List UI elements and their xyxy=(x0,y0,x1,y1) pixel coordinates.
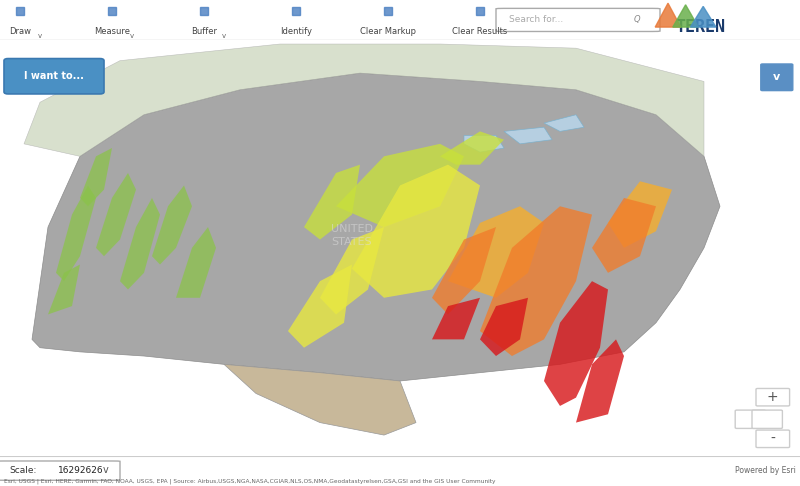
Text: Measure: Measure xyxy=(94,27,130,35)
Polygon shape xyxy=(464,136,504,152)
Text: Clear Results: Clear Results xyxy=(452,27,508,35)
Polygon shape xyxy=(504,127,552,144)
Text: v: v xyxy=(773,72,781,82)
Polygon shape xyxy=(320,227,384,314)
FancyBboxPatch shape xyxy=(752,410,782,429)
Text: Buffer: Buffer xyxy=(191,27,217,35)
Text: +: + xyxy=(767,390,778,404)
Polygon shape xyxy=(544,281,608,406)
Polygon shape xyxy=(32,73,720,381)
Text: Esri, USGS | Esri, HERE, Garmin, FAO, NOAA, USGS, EPA | Source: Airbus,USGS,NGA,: Esri, USGS | Esri, HERE, Garmin, FAO, NO… xyxy=(4,479,495,484)
Text: v: v xyxy=(38,33,42,39)
Polygon shape xyxy=(592,198,656,273)
Text: TEREN: TEREN xyxy=(675,18,725,36)
Text: 16292626: 16292626 xyxy=(58,466,103,475)
Polygon shape xyxy=(440,131,504,165)
Text: v: v xyxy=(222,33,226,39)
Polygon shape xyxy=(96,173,136,256)
FancyBboxPatch shape xyxy=(4,59,104,94)
Text: UNITED
STATES: UNITED STATES xyxy=(331,224,373,247)
FancyBboxPatch shape xyxy=(735,410,766,429)
Polygon shape xyxy=(56,186,96,281)
Polygon shape xyxy=(224,364,416,435)
Polygon shape xyxy=(176,227,216,298)
Polygon shape xyxy=(288,264,352,347)
Text: I want to...: I want to... xyxy=(24,71,84,82)
Polygon shape xyxy=(448,206,544,298)
Text: Q: Q xyxy=(634,16,640,24)
FancyBboxPatch shape xyxy=(761,64,793,90)
FancyBboxPatch shape xyxy=(496,8,660,32)
Polygon shape xyxy=(480,298,528,356)
Polygon shape xyxy=(48,264,80,314)
Polygon shape xyxy=(608,181,672,248)
Text: Scale:: Scale: xyxy=(10,466,37,475)
Polygon shape xyxy=(480,206,592,356)
FancyBboxPatch shape xyxy=(756,388,790,406)
Text: Powered by Esri: Powered by Esri xyxy=(735,466,796,475)
Polygon shape xyxy=(304,165,360,240)
Text: Draw: Draw xyxy=(9,27,31,35)
Polygon shape xyxy=(336,144,464,227)
Polygon shape xyxy=(673,5,698,27)
Polygon shape xyxy=(152,186,192,264)
Polygon shape xyxy=(80,148,112,206)
Polygon shape xyxy=(544,115,584,131)
Polygon shape xyxy=(576,339,624,423)
Polygon shape xyxy=(432,227,496,314)
Text: v: v xyxy=(130,33,134,39)
Text: Identify: Identify xyxy=(280,27,312,35)
Polygon shape xyxy=(352,165,480,298)
FancyBboxPatch shape xyxy=(756,430,790,448)
Polygon shape xyxy=(120,198,160,290)
Polygon shape xyxy=(24,44,704,156)
Text: v: v xyxy=(102,465,108,475)
Text: -: - xyxy=(770,432,775,446)
Polygon shape xyxy=(432,298,480,339)
Text: Clear Markup: Clear Markup xyxy=(360,27,416,35)
FancyBboxPatch shape xyxy=(0,461,120,480)
Text: Search for...: Search for... xyxy=(509,16,563,24)
Polygon shape xyxy=(690,6,716,27)
Polygon shape xyxy=(655,3,681,27)
